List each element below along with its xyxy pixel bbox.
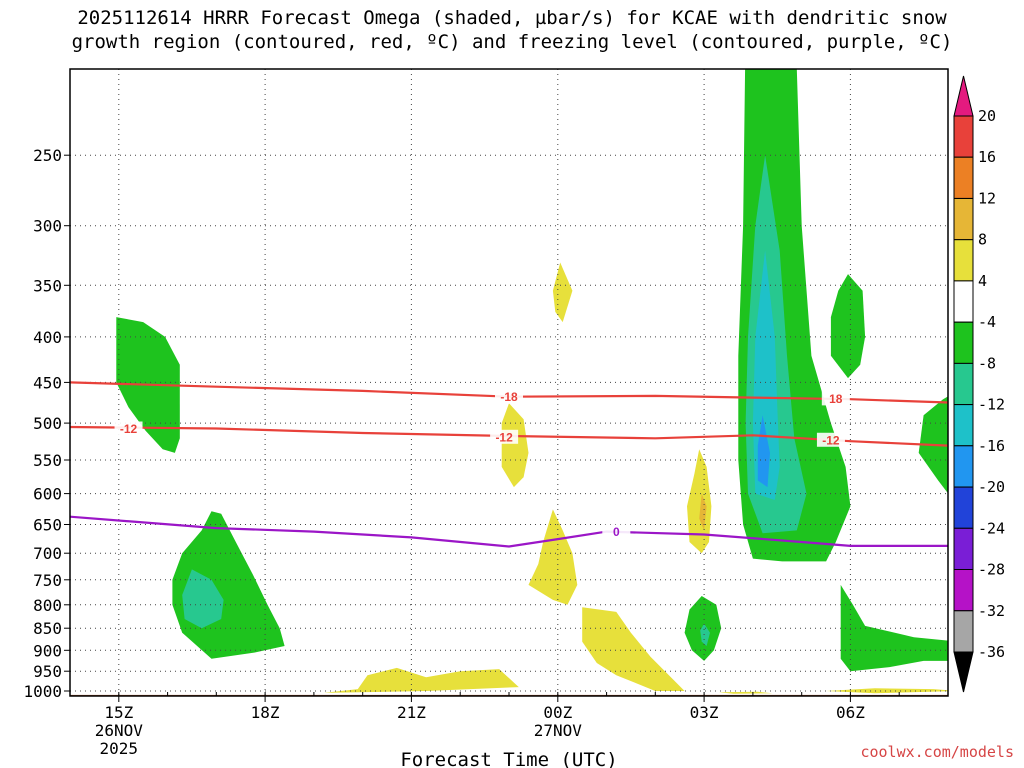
colorbar-label: 8 (978, 231, 987, 249)
colorbar-box (953, 362, 974, 406)
colorbar-box (953, 239, 974, 282)
omega-yellow-00z-350 (552, 262, 573, 323)
omega-teal-03z-low (700, 623, 710, 646)
contour-label-bg (495, 389, 523, 404)
contour-label-bg (816, 432, 845, 447)
colorbar-label: 16 (978, 148, 996, 166)
contour-label--12: -12 (120, 422, 138, 436)
colorbar-label: -16 (978, 437, 1005, 455)
omega-blue-column (757, 415, 770, 488)
colorbar-bottom-arrow (953, 651, 974, 693)
colorbar-box (953, 527, 974, 570)
y-tick-label-250: 250 (33, 146, 62, 165)
y-tick-label-800: 800 (33, 596, 62, 615)
y-tick-label-950: 950 (33, 662, 62, 681)
colorbar-box (953, 321, 974, 364)
y-tick-label-400: 400 (33, 328, 62, 347)
x-tick-label-00Z: 00Z (543, 703, 572, 722)
pressure-axis: 250 300 350 400 450 500 550 600 650 700 750 800 850 9… (23, 146, 70, 701)
omega-yellow-21z-sfc (323, 667, 519, 693)
colorbar-label: 4 (978, 272, 987, 290)
contour-label-bg (490, 429, 519, 444)
colorbar-label: -32 (978, 602, 1005, 620)
colorbar-box (953, 198, 974, 241)
x-tick-label-06Z: 06Z (836, 703, 865, 722)
colorbar-label: -36 (978, 643, 1005, 661)
contour-label-bg (602, 524, 631, 539)
colorbar-label: -20 (978, 478, 1005, 496)
y-tick-label-300: 300 (33, 217, 62, 236)
x-tick-label-03Z: 03Z (690, 703, 719, 722)
y-tick-label-600: 600 (33, 485, 62, 504)
omega-yellow-04z-sfc (718, 691, 773, 694)
x-tick-label-18Z: 18Z (251, 703, 280, 722)
omega-yellow-03z (687, 449, 712, 554)
colorbar: 20 16 12 8 4 -4 -8 -12 -16 -20 -24 -28 -32 -36 (953, 75, 1005, 693)
omega-teal-17z (182, 569, 224, 629)
colorbar-box (953, 404, 974, 447)
x-tick-label-21Z: 21Z (397, 703, 426, 722)
credit-link[interactable]: coolwx.com/models (860, 743, 1014, 761)
colorbar-label: 20 (978, 107, 996, 125)
chart-title-line2: growth region (contoured, red, ºC) and f… (71, 31, 953, 53)
omega-yellow-00z (528, 509, 578, 605)
contour-label-bg (821, 391, 850, 406)
colorbar-box (953, 115, 974, 158)
x-date-label: 27NOV (534, 721, 583, 740)
omega-yellow-06z-sfc (826, 688, 948, 694)
omega-yellow-23z (501, 403, 529, 488)
colorbar-box (953, 445, 974, 488)
colorbar-box (953, 156, 974, 199)
y-tick-label-1000: 1000 (23, 682, 62, 701)
y-tick-label-900: 900 (33, 641, 62, 660)
colorbar-box (953, 280, 974, 323)
contour-label--18: -18 (500, 390, 518, 404)
contour-0 (70, 515, 948, 548)
colorbar-label: -24 (978, 519, 1005, 537)
colorbar-label: 12 (978, 190, 996, 208)
colorbar-label: -4 (978, 313, 996, 331)
colorbar-label: -28 (978, 561, 1005, 579)
omega-orange-03z (699, 493, 707, 531)
colorbar-box (953, 610, 974, 653)
y-tick-label-700: 700 (33, 544, 62, 563)
y-tick-label-550: 550 (33, 451, 62, 470)
chart-title-line1: 2025112614 HRRR Forecast Omega (shaded, … (77, 7, 947, 29)
contour-label-0: 0 (613, 525, 620, 539)
temperature-contours: -18 18 -12 -12 -12 0 (70, 381, 948, 548)
chart-title: 2025112614 HRRR Forecast Omega (shaded, … (0, 6, 1024, 54)
colorbar-box (953, 569, 974, 612)
contour-label-bg (114, 421, 143, 436)
y-tick-label-350: 350 (33, 276, 62, 295)
y-tick-label-650: 650 (33, 516, 62, 535)
y-tick-label-450: 450 (33, 373, 62, 392)
omega-yellow-01z (582, 607, 685, 691)
colorbar-top-arrow (953, 75, 974, 117)
x-tick-label-15Z: 15Z (104, 703, 133, 722)
y-tick-label-850: 850 (33, 619, 62, 638)
x-date-label: 26NOV (95, 721, 144, 740)
x-axis-label: Forecast Time (UTC) (400, 749, 617, 768)
omega-green-06z-mid (830, 274, 866, 379)
contour-label--12: -12 (495, 430, 513, 444)
y-tick-label-500: 500 (33, 414, 62, 433)
contour-label--18: 18 (829, 392, 843, 406)
omega-green-low-right (840, 584, 948, 672)
y-tick-label-750: 750 (33, 571, 62, 590)
contour-label--12: -12 (822, 433, 840, 447)
colorbar-label: -12 (978, 396, 1005, 414)
x-year-label: 2025 (100, 739, 139, 758)
colorbar-label: -8 (978, 354, 996, 372)
colorbar-box (953, 486, 974, 529)
